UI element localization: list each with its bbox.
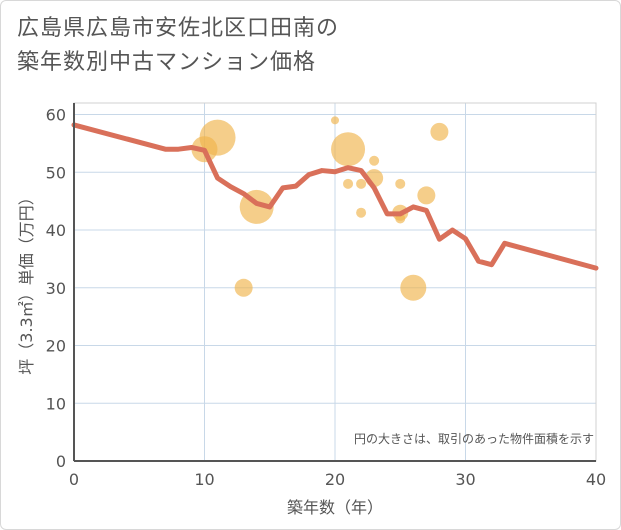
x-tick-label-10: 10 [194,470,214,489]
average-price-line [71,122,599,271]
title-line-2: 築年数別中古マンション価格 [17,50,317,75]
x-tick-label-20: 20 [325,470,345,489]
bubble-14 [400,274,427,301]
bubble-1 [199,119,236,156]
x-axis-label: 築年数（年） [287,498,383,517]
bubble-9 [369,155,380,166]
average-line-series [71,122,599,271]
bubble-8 [356,207,367,218]
y-tick-label-40: 40 [46,221,66,240]
bubble-6 [343,178,354,189]
y-tick-label-0: 0 [56,452,66,471]
x-tick-label-30: 30 [455,470,475,489]
title-line-1: 広島県広島市安佐北区口田南の [17,16,340,41]
bubble-16 [430,122,449,141]
y-tick-label-60: 60 [46,106,66,125]
bubble-4 [331,116,339,125]
chart-title: 広島県広島市安佐北区口田南の 築年数別中古マンション価格 [17,12,339,80]
y-tick-label-10: 10 [46,394,66,413]
y-tick-label-30: 30 [46,279,66,298]
y-axis-label: 坪（3.3㎡）単価（万円） [17,189,36,374]
bubble-2 [234,278,253,297]
x-tick-label-40: 40 [586,470,606,489]
y-tick-label-20: 20 [46,337,66,356]
bubble-7 [356,178,367,189]
bubble-11 [395,178,406,189]
bubble-15 [417,186,436,205]
bubble-series [191,116,449,301]
axes [73,103,596,462]
size-note: 円の大きさは、取引のあった物件面積を示す [354,431,594,446]
tick-labels: 0 10 20 30 40 0 10 20 30 40 50 60 [46,106,607,489]
x-tick-label-0: 0 [69,470,79,489]
y-tick-label-50: 50 [46,163,66,182]
bubble-5 [331,132,366,167]
